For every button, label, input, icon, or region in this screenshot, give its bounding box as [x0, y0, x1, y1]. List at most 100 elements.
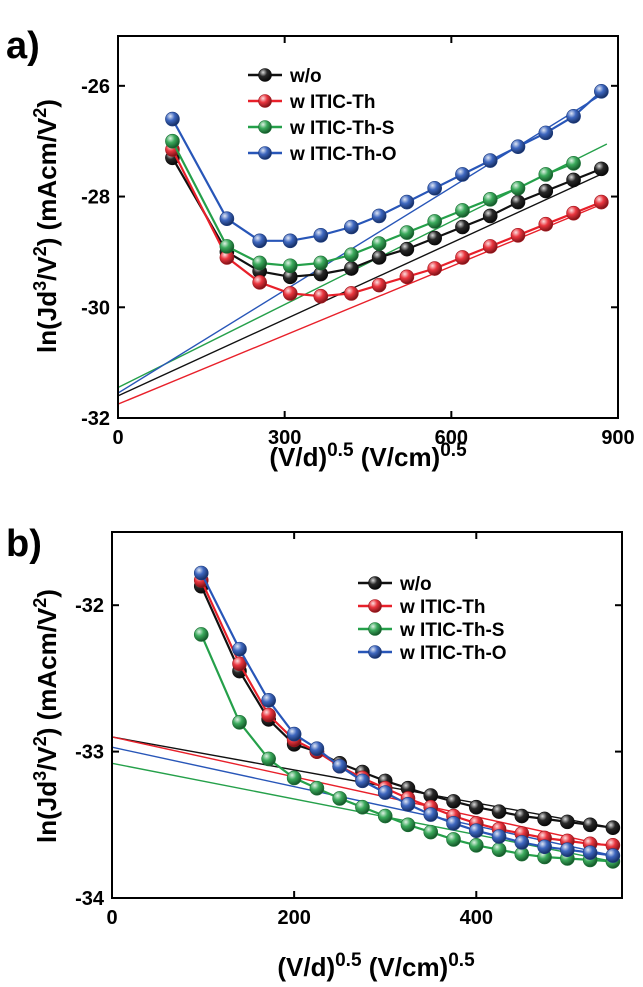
panel-a-data-point — [482, 192, 498, 207]
panel-b-data-point — [491, 842, 507, 857]
panel-b-data-point — [514, 808, 530, 824]
panel-b-data-point — [605, 848, 621, 863]
panel-a-data-point — [427, 180, 442, 196]
legend-entry: w ITIC-Th-O — [399, 643, 507, 664]
legend-entry: w/o — [399, 574, 432, 595]
panel-a-data-point — [371, 250, 387, 265]
panel-b-data-point — [560, 814, 575, 830]
panel-b-data-point — [423, 807, 439, 822]
panel-a-y-tick-label: -30 — [81, 297, 110, 319]
legend-marker — [258, 120, 272, 134]
panel-a-data-point — [344, 261, 359, 276]
legend-entry: w ITIC-Th — [289, 92, 375, 113]
panel-a-fit-line-0 — [118, 171, 608, 397]
legend-entry: w ITIC-Th-S — [399, 620, 504, 641]
panel-b-data-point — [232, 656, 247, 672]
legend-marker — [368, 599, 382, 613]
panel-b-data-point — [193, 565, 209, 581]
panel-b-y-tick-label: -34 — [75, 888, 105, 910]
panel-a-data-point — [594, 161, 609, 177]
panel-a-data-point — [313, 255, 329, 271]
panel-a-y-axis-label: ln(Jd3/V2) (mAcm/V2) — [30, 99, 62, 353]
panel-a-data-point — [455, 250, 470, 265]
legend-marker — [258, 68, 272, 82]
panel-a-data-point — [510, 228, 526, 243]
panel-b: b) 0 200 400 -34 -33 -32 (V/d)0.5 (V/cm)0.5 ln(J… — [6, 523, 623, 983]
panel-a-data-point — [344, 247, 359, 262]
panel-b-data-point — [537, 811, 552, 827]
panel-b-data-point — [468, 837, 484, 853]
panel-b-data-point — [468, 823, 484, 838]
panel-a-data-point — [252, 255, 267, 271]
panel-b-data-point — [560, 842, 575, 857]
panel-b-data-point — [261, 693, 276, 708]
panel-a-series-line-1 — [171, 149, 602, 298]
panel-b-data-point — [286, 770, 302, 786]
panel-b-y-tick-label: -33 — [75, 742, 104, 764]
panel-a-axis-frame — [117, 35, 619, 419]
panel-a-data-point — [538, 216, 554, 232]
panel-a-data-point — [510, 139, 526, 155]
panel-b-data-point — [232, 641, 247, 657]
panel-a-x-tick-label: 300 — [268, 427, 301, 449]
panel-a-data-point — [371, 236, 387, 251]
panel-b-data-point — [605, 820, 621, 836]
panel-b-x-tick-label: 400 — [460, 907, 493, 929]
panel-a-series-line-3 — [171, 90, 603, 242]
panel-b-data-point — [537, 839, 552, 855]
panel-b-y-axis-label: ln(Jd3/V2) (mAcm/V2) — [30, 589, 62, 843]
panel-a-y-tick-label: -28 — [81, 187, 110, 209]
panel-b-x-tick-label: 0 — [106, 907, 117, 929]
panel-b-data-point — [491, 829, 507, 844]
panel-a-data-point — [399, 194, 415, 210]
panel-a-data-point — [313, 228, 329, 243]
panel-b-data-point — [193, 627, 209, 642]
panel-b-data-point — [582, 845, 598, 860]
panel-a-legend: w/o w ITIC-Th w ITIC-Th-S w ITIC-Th-O — [248, 66, 397, 165]
panel-a-data-point — [344, 286, 359, 301]
panel-a: a) 0 300 600 900 -32 -30 -28 -26 (V/d)0.5 (V/cm)0… — [6, 25, 635, 472]
panel-a-data-point — [594, 194, 609, 210]
panel-a-data-point — [482, 153, 498, 168]
panel-b-data-point — [446, 794, 461, 809]
legend-marker — [368, 645, 382, 659]
panel-a-series-line-0 — [171, 157, 602, 278]
panel-b-axis-frame — [111, 531, 623, 899]
panel-b-x-axis-label: (V/d)0.5 (V/cm)0.5 — [277, 950, 475, 983]
panel-b-data-point — [261, 751, 276, 767]
panel-b-data-point — [355, 799, 370, 815]
panel-a-data-point — [399, 241, 415, 257]
panel-a-data-point — [219, 239, 235, 254]
panel-b-data-point — [309, 780, 325, 796]
panel-a-data-point — [455, 219, 470, 235]
panel-b-data-point — [332, 758, 347, 774]
panel-a-data-point — [455, 167, 470, 182]
panel-a-data-point — [566, 172, 581, 188]
panel-a-letter: a) — [6, 25, 40, 67]
panel-a-fit-line-3 — [118, 90, 608, 394]
panel-b-y-tick-label: -32 — [75, 595, 104, 617]
panel-a-data-point — [510, 194, 526, 210]
panel-b-data-point — [355, 773, 370, 789]
panel-a-data-point — [282, 286, 298, 301]
panel-b-data-point — [400, 817, 416, 833]
panel-b-data-point — [286, 726, 302, 742]
panel-a-data-point — [482, 239, 498, 254]
legend-entry: w ITIC-Th — [399, 597, 485, 618]
panel-b-legend: w/ow ITIC-Thw ITIC-Th-Sw ITIC-Th-O — [358, 574, 507, 664]
panel-a-data-point — [427, 261, 442, 276]
panel-b-letter: b) — [6, 523, 42, 565]
panel-b-data-point — [582, 817, 598, 833]
legend-marker — [368, 622, 382, 636]
panel-b-data-point — [261, 707, 276, 723]
panel-b-data-point — [446, 816, 461, 831]
panel-a-data-point — [219, 211, 235, 226]
legend-marker — [368, 576, 382, 590]
panel-a-data-point — [510, 180, 526, 196]
panel-b-data-point — [232, 715, 247, 730]
panel-a-data-point — [165, 133, 180, 149]
panel-a-data-point — [566, 108, 581, 124]
panel-b-data-point — [309, 741, 325, 756]
panel-b-data-point — [446, 832, 461, 847]
